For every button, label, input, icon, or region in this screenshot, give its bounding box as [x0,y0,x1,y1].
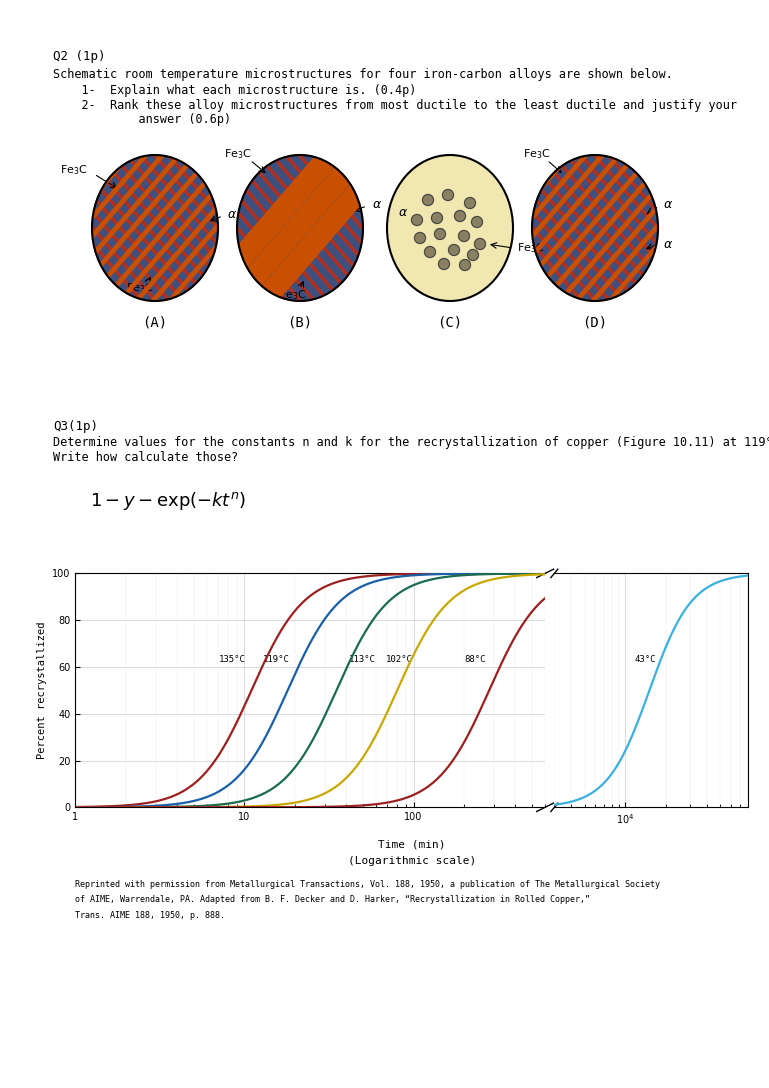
Text: (B): (B) [288,316,312,329]
Circle shape [414,233,425,244]
Text: Fe$_3$C: Fe$_3$C [279,288,307,301]
Ellipse shape [387,154,513,301]
Circle shape [464,198,475,209]
Text: 88°C: 88°C [464,655,485,665]
Text: Reprinted with permission from Metallurgical Transactions, Vol. 188, 1950, a pub: Reprinted with permission from Metallurg… [75,880,661,889]
Text: Fe$_3$C: Fe$_3$C [224,147,252,161]
Ellipse shape [92,154,218,301]
Text: Fe$_3$C: Fe$_3$C [517,242,544,255]
Circle shape [474,238,485,249]
Circle shape [431,212,442,223]
Text: Q2 (1p): Q2 (1p) [53,50,105,63]
Text: Q3(1p): Q3(1p) [53,420,98,433]
Text: 135°C: 135°C [219,655,246,665]
Circle shape [448,245,460,256]
Text: Trans. AIME 188, 1950, p. 888.: Trans. AIME 188, 1950, p. 888. [75,911,225,919]
Text: 102°C: 102°C [385,655,412,665]
Text: (D): (D) [582,316,608,329]
Text: answer (0.6p): answer (0.6p) [53,113,231,126]
Y-axis label: Percent recrystallized: Percent recrystallized [37,621,47,759]
Text: 113°C: 113°C [349,655,376,665]
Text: Time (min): Time (min) [378,840,445,850]
Ellipse shape [532,154,658,301]
Text: (A): (A) [142,316,168,329]
Text: Schematic room temperature microstructures for four iron-carbon alloys are shown: Schematic room temperature microstructur… [53,67,673,81]
Circle shape [458,231,470,242]
Text: Determine values for the constants n and k for the recrystallization of copper (: Determine values for the constants n and… [53,436,769,449]
Circle shape [454,210,465,222]
Text: $\alpha$: $\alpha$ [663,198,673,210]
Text: $1-y-\exp\!\left(-kt^n\right)$: $1-y-\exp\!\left(-kt^n\right)$ [90,490,246,512]
Text: 1-  Explain what each microstructure is. (0.4p): 1- Explain what each microstructure is. … [53,84,416,97]
Ellipse shape [237,154,363,301]
Text: Write how calculate those?: Write how calculate those? [53,452,238,463]
Text: 119°C: 119°C [263,655,290,665]
Text: $\alpha$: $\alpha$ [227,208,237,221]
Text: (Logarithmic scale): (Logarithmic scale) [348,856,476,866]
Text: Fe$_3$C: Fe$_3$C [126,281,154,295]
Text: $\alpha$: $\alpha$ [372,198,382,210]
Text: (C): (C) [438,316,463,329]
Circle shape [424,247,435,258]
Text: $\alpha$: $\alpha$ [398,206,408,219]
Circle shape [471,217,482,227]
Circle shape [460,260,471,271]
Circle shape [438,259,450,270]
Circle shape [468,249,478,260]
Text: 2-  Rank these alloy microstructures from most ductile to the least ductile and : 2- Rank these alloy microstructures from… [53,99,737,112]
Text: Fe$_3$C: Fe$_3$C [60,163,88,177]
Text: Fe$_3$C: Fe$_3$C [523,147,551,161]
Circle shape [422,195,434,206]
Text: $\alpha$: $\alpha$ [663,237,673,250]
Text: of AIME, Warrendale, PA. Adapted from B. F. Decker and D. Harker, “Recrystalliza: of AIME, Warrendale, PA. Adapted from B.… [75,895,591,904]
Text: 43°C: 43°C [634,655,656,665]
Circle shape [434,228,445,239]
Circle shape [442,189,454,200]
Circle shape [411,214,422,225]
